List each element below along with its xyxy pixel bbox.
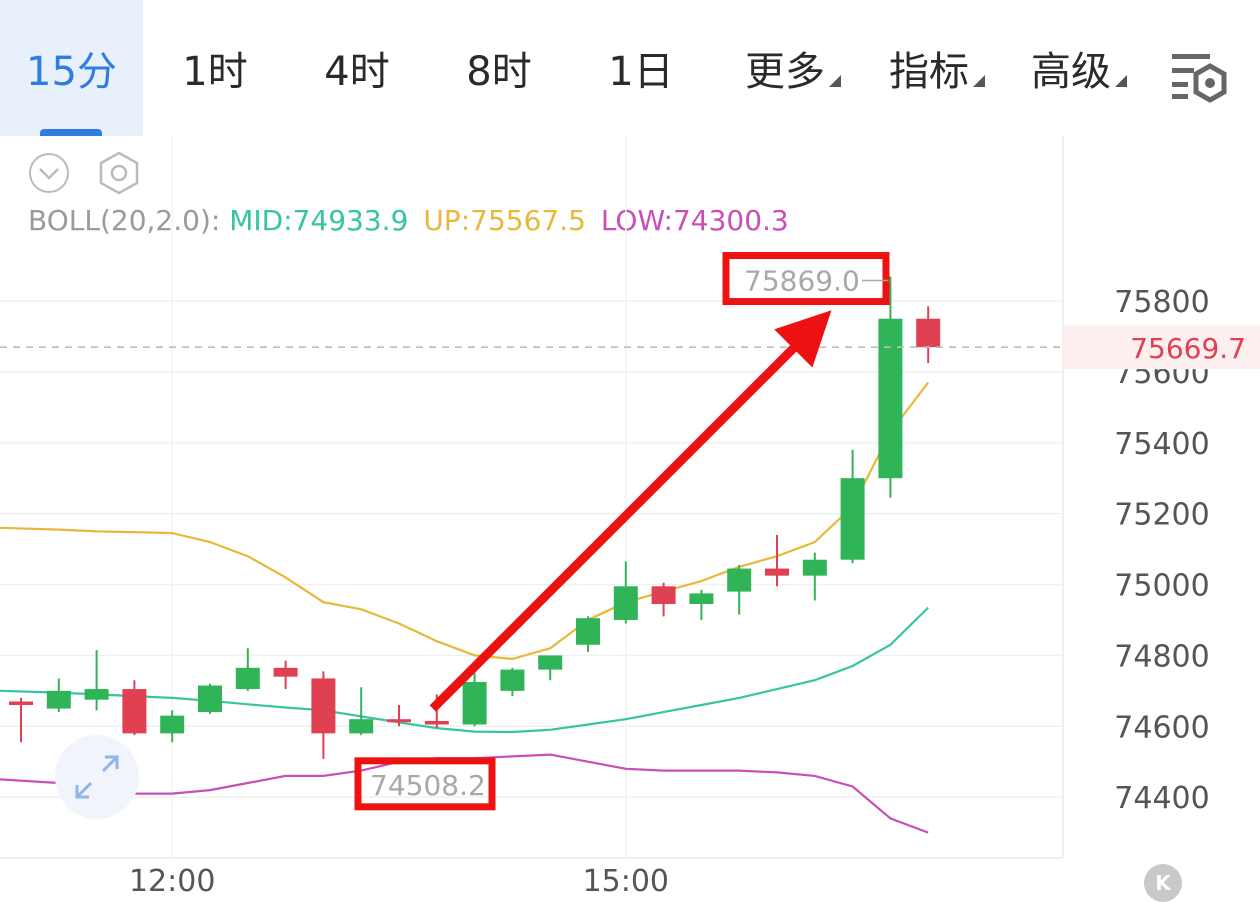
tab-label: 指标 [889, 49, 969, 95]
timeframe-tabs: 15分 1时 4时 8时 1日 更多 指标 高级 [0, 0, 1260, 136]
tab-indicators-dropdown[interactable]: 指标 [872, 0, 1002, 136]
candle-body [576, 618, 600, 645]
tab-4h[interactable]: 4时 [292, 0, 422, 136]
min-price-highlight-box [354, 757, 496, 811]
price-tick-label: 74600 [1114, 710, 1209, 745]
candle-body [500, 669, 525, 691]
min-price-label: 74508.2 [370, 769, 486, 802]
hexagon-settings-icon[interactable] [96, 150, 142, 196]
boll-name: BOLL(20,2.0): [28, 204, 221, 237]
annotations: 75869.0 74508.2 [354, 252, 890, 811]
dropdown-corner-icon [1115, 75, 1127, 87]
candles [9, 276, 941, 759]
dropdown-corner-icon [973, 75, 985, 87]
price-tick-label: 75400 [1114, 427, 1209, 462]
grid-lines [0, 136, 1063, 858]
price-tick-label: 74800 [1114, 639, 1209, 674]
tab-label: 15分 [26, 49, 117, 95]
price-tick-label: 75200 [1114, 498, 1209, 533]
boll-mid-value: MID:74933.9 [229, 204, 409, 237]
candle-body [916, 318, 941, 348]
candle-body [802, 559, 827, 576]
candle-body [311, 678, 336, 734]
boll-mid-line [0, 606, 929, 734]
max-price-label: 75869.0 [744, 265, 860, 298]
tab-label: 4时 [324, 49, 390, 95]
candlestick-chart[interactable]: 7580075600754007520075000748007460074400… [0, 136, 1260, 899]
boll-indicator-legend: BOLL(20,2.0): MID:74933.9 UP:75567.5 LOW… [28, 204, 789, 237]
tab-more-dropdown[interactable]: 更多 [728, 0, 858, 136]
tab-label: 高级 [1031, 49, 1111, 95]
chevron-down-circle-icon[interactable] [28, 152, 70, 194]
candle-body [273, 667, 298, 677]
boll-upper-line [0, 381, 930, 661]
max-price-highlight-box [722, 252, 890, 306]
tab-1h[interactable]: 1时 [150, 0, 280, 136]
tab-advanced-dropdown[interactable]: 高级 [1014, 0, 1144, 136]
candle-body [424, 720, 449, 725]
candle-body [46, 690, 71, 709]
candle-body [84, 689, 109, 700]
candle-body [840, 478, 865, 560]
candle-body [689, 593, 714, 605]
last-price-label: 75669.7 [1130, 332, 1246, 365]
time-axis: 12:00 15:00 [129, 864, 669, 899]
tab-1d[interactable]: 1日 [576, 0, 706, 136]
candle-body [462, 681, 487, 725]
tab-label: 8时 [466, 49, 532, 95]
expand-arrows-icon [75, 755, 119, 799]
candle-body [9, 701, 33, 706]
boll-lower-value: LOW:74300.3 [600, 204, 789, 237]
tab-label: 1日 [608, 49, 674, 95]
time-tick-label: 12:00 [129, 864, 215, 899]
candle-body [122, 689, 147, 734]
tab-label: 更多 [745, 49, 825, 95]
chart-settings-icon[interactable] [1170, 50, 1230, 104]
boll-upper-value: UP:75567.5 [423, 204, 586, 237]
candle-body [160, 715, 185, 734]
k-logo-icon[interactable]: K [1144, 864, 1182, 902]
candle-body [235, 667, 260, 690]
candle-body [727, 568, 752, 592]
candle-body [387, 719, 411, 723]
candle-body [349, 719, 374, 734]
candle-body [613, 586, 638, 620]
bollinger-lines [0, 381, 930, 834]
active-tab-indicator [40, 129, 102, 136]
tab-8h[interactable]: 8时 [434, 0, 564, 136]
candle-body [198, 685, 222, 713]
candle-body [538, 655, 563, 670]
price-tick-label: 75800 [1114, 285, 1209, 320]
price-tick-label: 75000 [1114, 569, 1209, 604]
last-price-tag [1063, 325, 1260, 370]
tab-label: 1时 [182, 49, 248, 95]
candle-body [651, 586, 676, 605]
tab-15min[interactable]: 15分 [0, 0, 143, 136]
price-tick-label: 74400 [1114, 781, 1209, 816]
candle-body [878, 318, 903, 479]
candle-body [765, 568, 789, 576]
expand-chart-button[interactable] [55, 735, 139, 819]
uptrend-arrow [429, 310, 832, 712]
time-tick-label: 15:00 [583, 864, 669, 899]
dropdown-corner-icon [829, 75, 841, 87]
